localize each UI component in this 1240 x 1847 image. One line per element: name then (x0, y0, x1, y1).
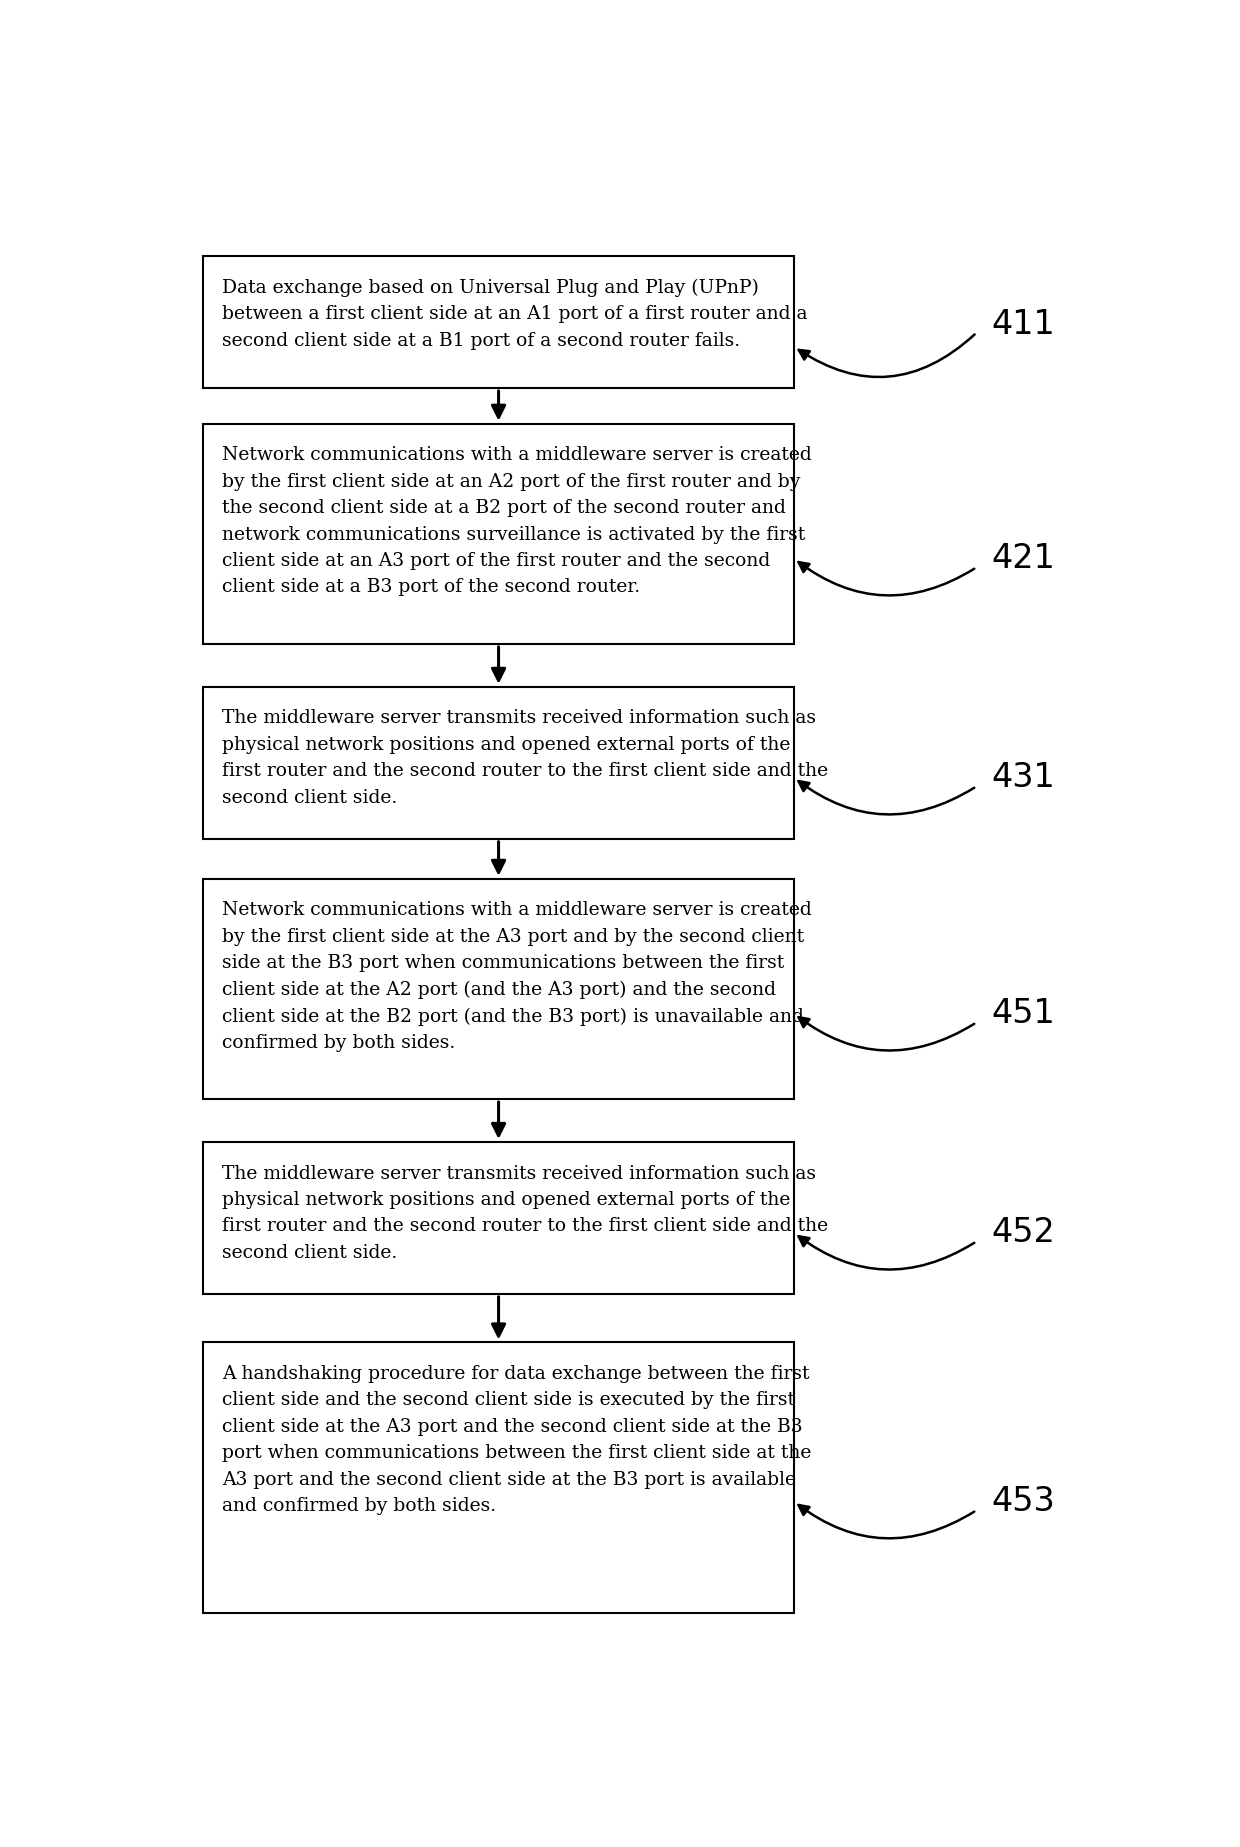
FancyBboxPatch shape (203, 423, 794, 645)
Text: 431: 431 (991, 761, 1055, 794)
Text: A handshaking procedure for data exchange between the first
client side and the : A handshaking procedure for data exchang… (222, 1365, 812, 1515)
FancyBboxPatch shape (203, 687, 794, 839)
Text: 453: 453 (991, 1485, 1055, 1518)
Text: 452: 452 (991, 1217, 1055, 1249)
Text: Network communications with a middleware server is created
by the first client s: Network communications with a middleware… (222, 901, 812, 1053)
Text: 411: 411 (991, 308, 1055, 340)
Text: Data exchange based on Universal Plug and Play (UPnP)
between a first client sid: Data exchange based on Universal Plug an… (222, 279, 807, 349)
Text: The middleware server transmits received information such as
physical network po: The middleware server transmits received… (222, 709, 828, 807)
FancyBboxPatch shape (203, 255, 794, 388)
Text: 451: 451 (991, 997, 1055, 1031)
Text: The middleware server transmits received information such as
physical network po: The middleware server transmits received… (222, 1165, 828, 1262)
FancyBboxPatch shape (203, 1141, 794, 1295)
Text: Network communications with a middleware server is created
by the first client s: Network communications with a middleware… (222, 447, 812, 597)
FancyBboxPatch shape (203, 879, 794, 1099)
Text: 421: 421 (991, 543, 1055, 574)
FancyBboxPatch shape (203, 1343, 794, 1612)
